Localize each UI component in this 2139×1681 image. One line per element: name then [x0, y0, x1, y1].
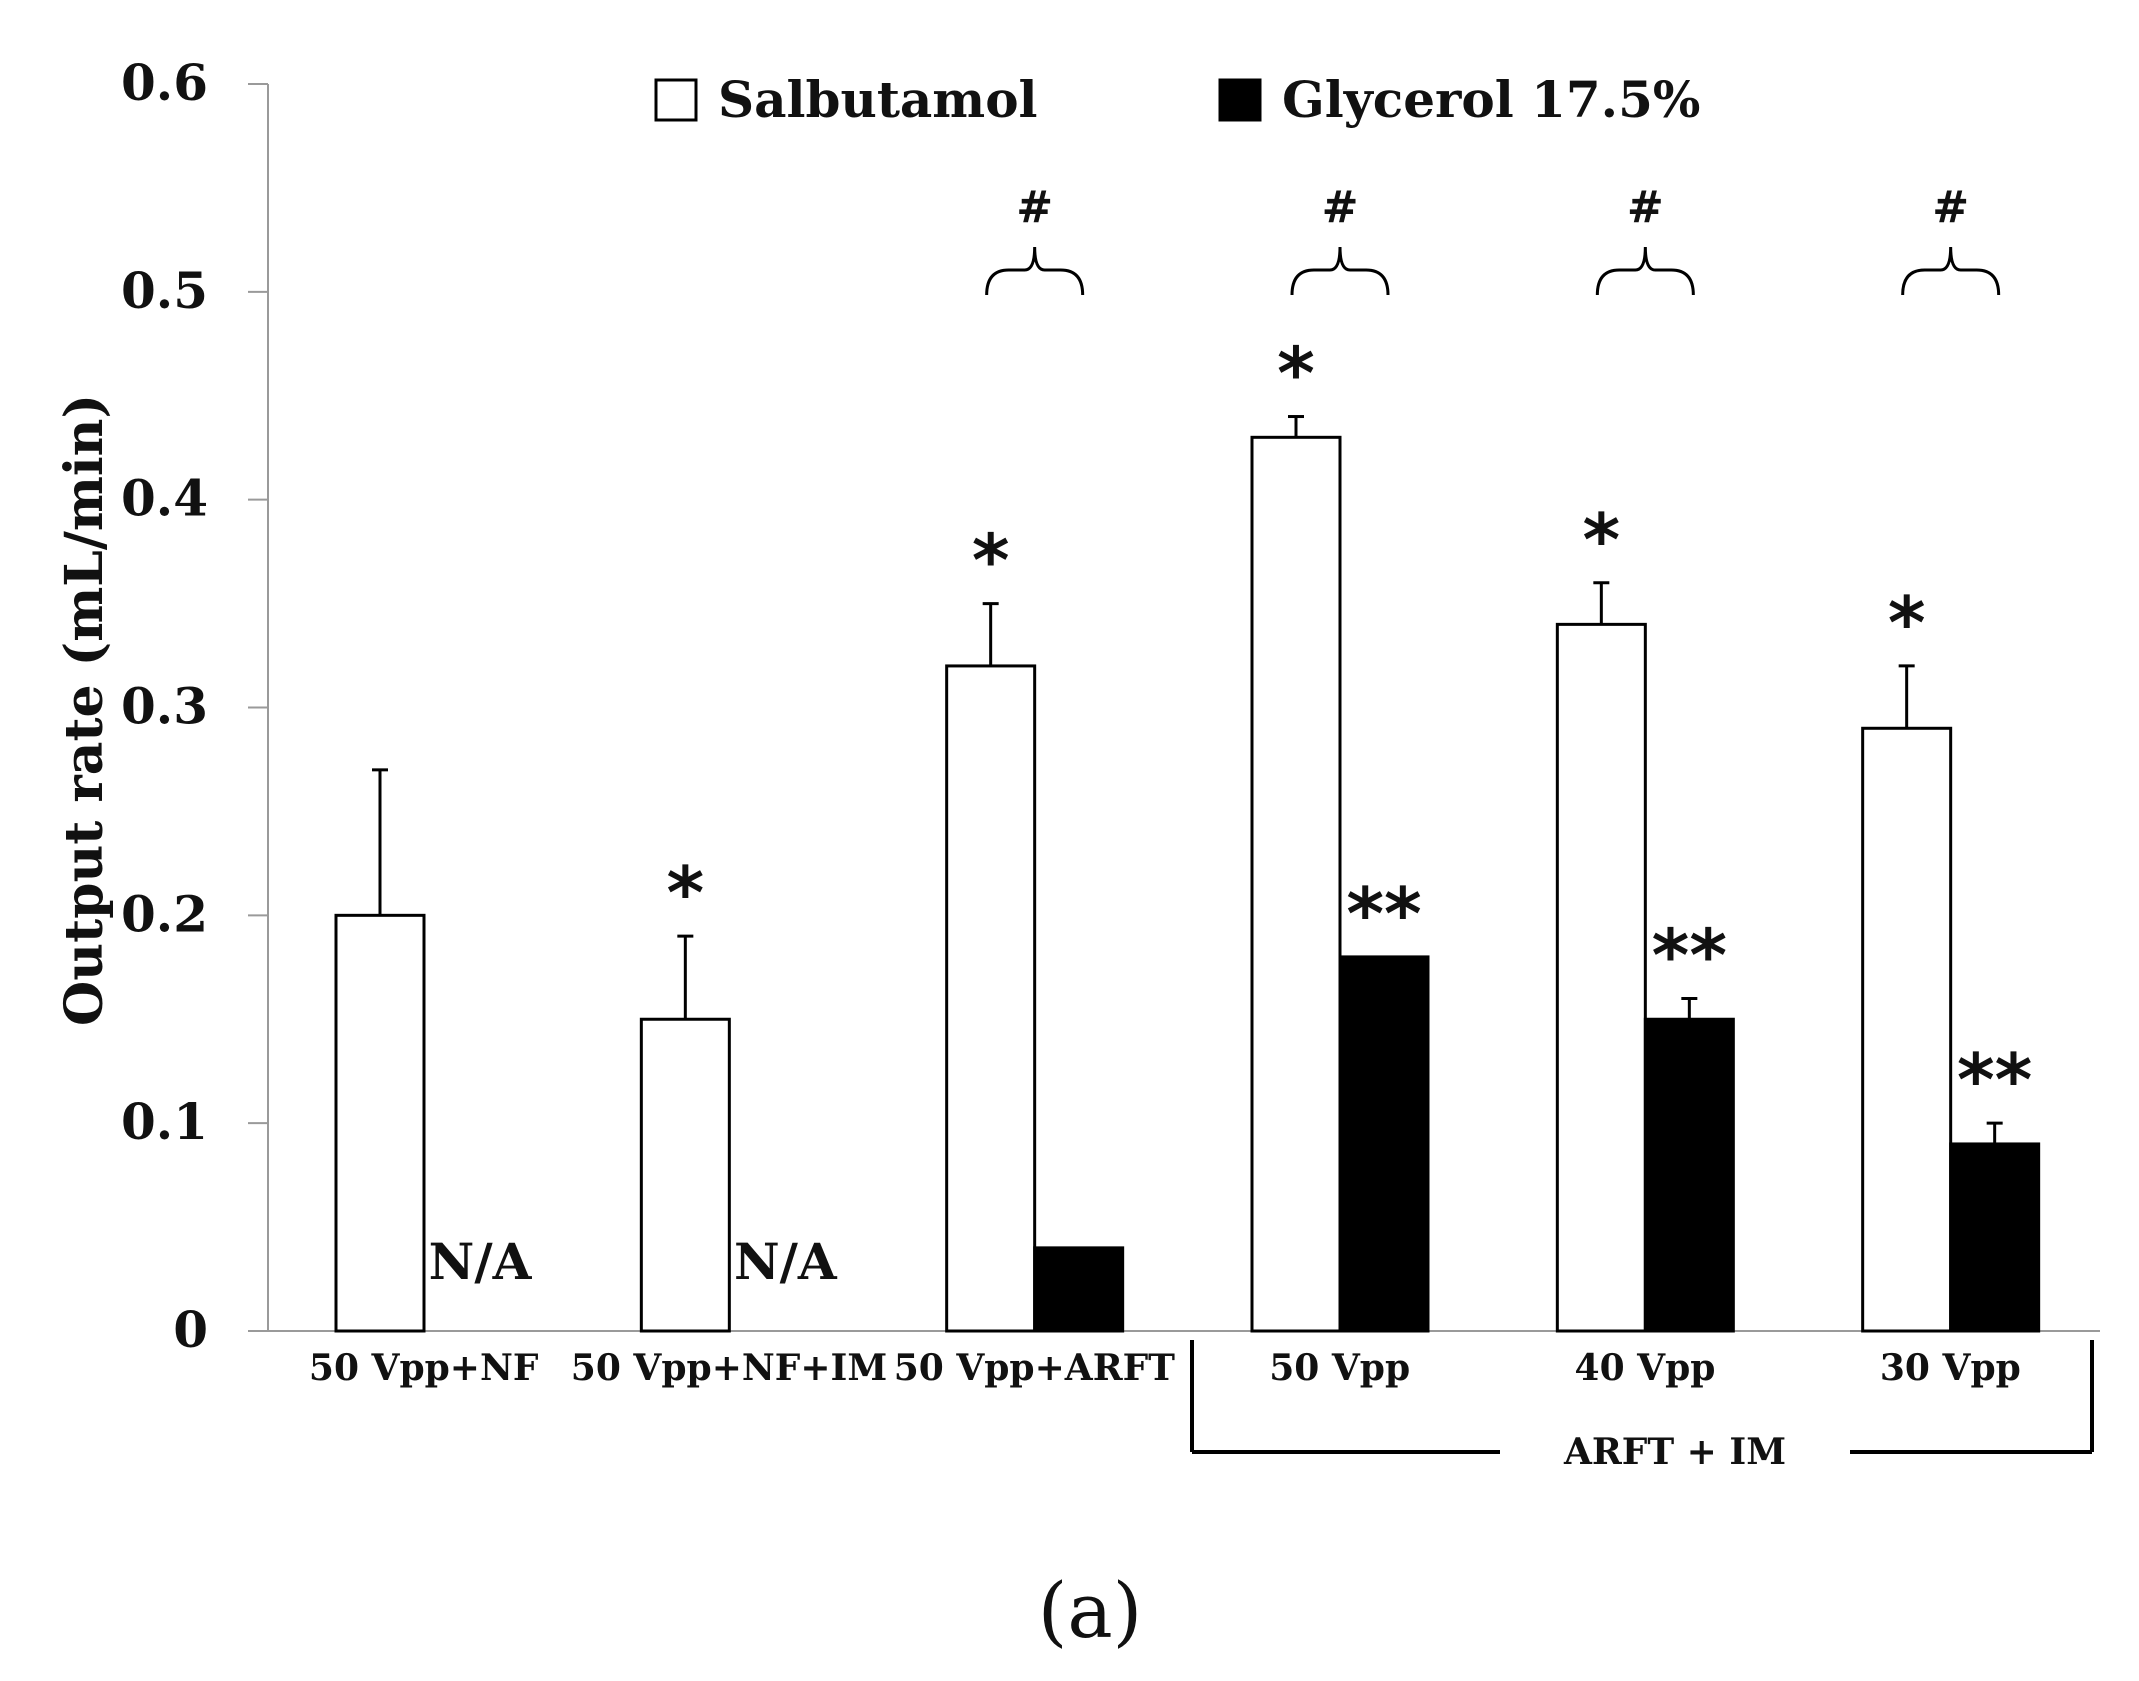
significance-star: **: [1957, 1038, 2032, 1122]
legend-swatch-salbutamol: [654, 78, 698, 122]
pair-significance-mark: #: [1016, 182, 1053, 233]
not-available-label: N/A: [429, 1232, 533, 1291]
x-tick-label: 50 Vpp+NF: [309, 1347, 539, 1389]
y-axis-label: Output rate (mL/min): [54, 394, 115, 1026]
pair-significance-mark: #: [1932, 182, 1969, 233]
bar-glycerol: [1033, 1246, 1125, 1333]
legend-label-salbutamol: Salbutamol: [718, 70, 1038, 129]
legend: Salbutamol Glycerol 17.5%: [654, 70, 1700, 129]
y-tick-label: 0.5: [121, 261, 208, 320]
x-tick-label: 40 Vpp: [1575, 1347, 1716, 1389]
pair-bracket: [1595, 246, 1695, 296]
annotations: N/A*N/A*#***#***#***#: [429, 182, 2033, 1291]
legend-label-glycerol: Glycerol 17.5%: [1282, 70, 1700, 129]
significance-star: *: [667, 851, 705, 935]
pair-significance-mark: #: [1627, 182, 1664, 233]
bar-salbutamol: [639, 1017, 731, 1333]
x-tick-label: 50 Vpp: [1269, 1347, 1410, 1389]
y-tick-label: 0.1: [121, 1092, 208, 1151]
y-tick-label: 0: [173, 1300, 208, 1359]
pair-bracket: [1290, 246, 1390, 296]
y-tick-label: 0.2: [121, 884, 208, 943]
pair-significance-mark: #: [1322, 182, 1359, 233]
bar-salbutamol: [334, 913, 426, 1333]
pair-bracket: [1901, 246, 2001, 296]
not-available-label: N/A: [734, 1232, 838, 1291]
x-tick-label: 50 Vpp+ARFT: [894, 1347, 1175, 1389]
axes: 0 0.1 0.2 0.3 0.4 0.5 0.6 Output rate (mL/min) 5…: [54, 53, 2100, 1473]
y-tick-label: 0.6: [121, 53, 208, 112]
bar-salbutamol: [1555, 622, 1647, 1333]
pair-bracket: [985, 246, 1085, 296]
bar-glycerol: [1643, 1017, 1735, 1333]
bar-salbutamol: [1250, 435, 1342, 1333]
significance-star: **: [1652, 913, 1727, 997]
significance-star: *: [1583, 498, 1621, 582]
bar-glycerol: [1338, 955, 1430, 1333]
bar-salbutamol: [1861, 726, 1953, 1333]
significance-star: *: [1888, 581, 1926, 665]
significance-star: **: [1346, 872, 1421, 956]
bars: [334, 415, 2041, 1333]
x-tick-label: 50 Vpp+NF+IM: [571, 1347, 887, 1389]
significance-star: *: [972, 519, 1010, 603]
y-tick-label: 0.4: [121, 469, 208, 528]
legend-swatch-glycerol: [1218, 78, 1262, 122]
significance-star: *: [1277, 332, 1315, 416]
bar-salbutamol: [945, 664, 1037, 1333]
bar-glycerol: [1949, 1142, 2041, 1333]
group-label: ARFT + IM: [1563, 1431, 1786, 1473]
y-tick-label: 0.3: [121, 677, 208, 736]
x-tick-label: 30 Vpp: [1880, 1347, 2021, 1389]
figure-caption: (a): [1038, 1566, 1143, 1655]
